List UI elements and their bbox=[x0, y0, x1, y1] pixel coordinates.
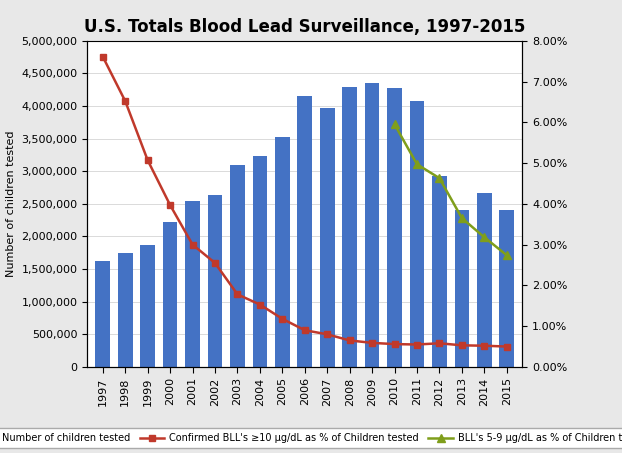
Bar bbox=[388, 88, 402, 367]
BLL's 5-9 μg/dL as % of Children tested bbox=[481, 235, 488, 240]
Confirmed BLL's ≥10 μg/dL as % of Children tested bbox=[167, 202, 174, 208]
Confirmed BLL's ≥10 μg/dL as % of Children tested bbox=[413, 342, 420, 347]
Confirmed BLL's ≥10 μg/dL as % of Children tested bbox=[481, 343, 488, 348]
Bar bbox=[297, 96, 312, 367]
Confirmed BLL's ≥10 μg/dL as % of Children tested bbox=[234, 292, 241, 297]
Bar bbox=[141, 245, 155, 367]
Confirmed BLL's ≥10 μg/dL as % of Children tested bbox=[211, 260, 219, 265]
BLL's 5-9 μg/dL as % of Children tested bbox=[435, 175, 443, 181]
Line: Confirmed BLL's ≥10 μg/dL as % of Children tested: Confirmed BLL's ≥10 μg/dL as % of Childr… bbox=[100, 53, 510, 350]
Confirmed BLL's ≥10 μg/dL as % of Children tested bbox=[99, 54, 106, 59]
Bar bbox=[96, 261, 110, 367]
Bar bbox=[499, 210, 514, 367]
Title: U.S. Totals Blood Lead Surveillance, 1997-2015: U.S. Totals Blood Lead Surveillance, 199… bbox=[84, 19, 526, 36]
Y-axis label: Number of children tested: Number of children tested bbox=[6, 130, 16, 277]
Confirmed BLL's ≥10 μg/dL as % of Children tested bbox=[121, 98, 129, 104]
Confirmed BLL's ≥10 μg/dL as % of Children tested bbox=[435, 341, 443, 346]
Bar bbox=[275, 137, 290, 367]
Confirmed BLL's ≥10 μg/dL as % of Children tested bbox=[323, 332, 331, 337]
Bar bbox=[208, 195, 222, 367]
Confirmed BLL's ≥10 μg/dL as % of Children tested bbox=[189, 242, 197, 247]
BLL's 5-9 μg/dL as % of Children tested bbox=[413, 162, 420, 167]
Bar bbox=[342, 87, 357, 367]
Bar bbox=[230, 165, 244, 367]
Confirmed BLL's ≥10 μg/dL as % of Children tested bbox=[346, 338, 353, 343]
BLL's 5-9 μg/dL as % of Children tested bbox=[391, 122, 398, 127]
Bar bbox=[477, 193, 491, 367]
Legend: Number of children tested, Confirmed BLL's ≥10 μg/dL as % of Children tested, BL: Number of children tested, Confirmed BLL… bbox=[0, 429, 622, 448]
Bar bbox=[410, 101, 424, 367]
Bar bbox=[455, 210, 469, 367]
Bar bbox=[320, 108, 335, 367]
Bar bbox=[253, 155, 267, 367]
Confirmed BLL's ≥10 μg/dL as % of Children tested bbox=[256, 302, 264, 307]
Bar bbox=[118, 253, 132, 367]
Confirmed BLL's ≥10 μg/dL as % of Children tested bbox=[301, 328, 309, 333]
Bar bbox=[163, 222, 177, 367]
Bar bbox=[365, 82, 379, 367]
Confirmed BLL's ≥10 μg/dL as % of Children tested bbox=[368, 340, 376, 346]
Bar bbox=[185, 201, 200, 367]
Confirmed BLL's ≥10 μg/dL as % of Children tested bbox=[458, 342, 466, 348]
Confirmed BLL's ≥10 μg/dL as % of Children tested bbox=[391, 342, 398, 347]
BLL's 5-9 μg/dL as % of Children tested bbox=[458, 216, 466, 221]
Confirmed BLL's ≥10 μg/dL as % of Children tested bbox=[279, 316, 286, 322]
BLL's 5-9 μg/dL as % of Children tested bbox=[503, 252, 511, 258]
Confirmed BLL's ≥10 μg/dL as % of Children tested bbox=[503, 344, 511, 349]
Bar bbox=[432, 177, 447, 367]
Line: BLL's 5-9 μg/dL as % of Children tested: BLL's 5-9 μg/dL as % of Children tested bbox=[391, 120, 511, 260]
Confirmed BLL's ≥10 μg/dL as % of Children tested bbox=[144, 158, 151, 163]
